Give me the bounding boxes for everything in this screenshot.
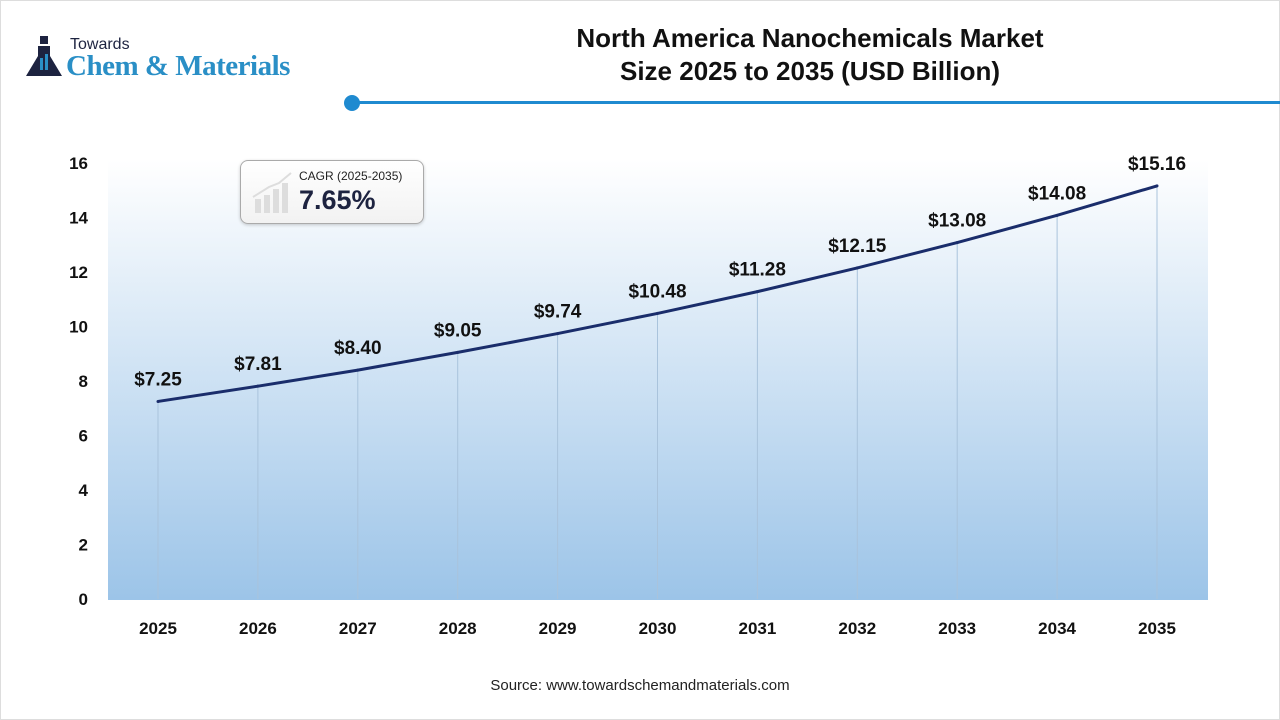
- source-note: Source: www.towardschemandmaterials.com: [490, 677, 790, 694]
- data-point: [755, 290, 759, 294]
- cagr-label: CAGR (2025-2035): [299, 169, 403, 183]
- x-tick-label: 2027: [339, 619, 377, 638]
- data-point: [456, 350, 460, 354]
- y-tick-label: 6: [79, 427, 88, 446]
- data-label: $14.08: [1028, 183, 1086, 204]
- data-label: $7.81: [234, 354, 282, 375]
- chart-title: North America Nanochemicals Market Size …: [480, 22, 1140, 88]
- data-point: [156, 399, 160, 403]
- y-tick-label: 8: [79, 372, 88, 391]
- x-tick-label: 2032: [838, 619, 876, 638]
- growth-chart-icon: [252, 172, 292, 213]
- logo-text-top: Towards: [70, 36, 130, 53]
- data-point: [556, 332, 560, 336]
- x-tick-label: 2025: [139, 619, 177, 638]
- flask-icon: [26, 36, 62, 76]
- x-tick-label: 2031: [738, 619, 776, 638]
- x-tick-label: 2034: [1038, 619, 1076, 638]
- x-tick-label: 2029: [539, 619, 577, 638]
- cagr-value: 7.65%: [299, 185, 376, 215]
- y-tick-label: 10: [69, 318, 88, 337]
- data-point: [656, 311, 659, 315]
- y-tick-label: 12: [69, 263, 88, 282]
- data-point: [1055, 213, 1059, 217]
- y-tick-label: 0: [79, 590, 88, 609]
- data-label: $9.05: [434, 320, 482, 341]
- data-label: $13.08: [928, 211, 986, 232]
- x-tick-label: 2028: [439, 619, 477, 638]
- y-tick-label: 14: [69, 209, 88, 228]
- data-label: $7.25: [134, 369, 182, 390]
- data-point: [955, 241, 959, 245]
- data-label: $11.28: [729, 260, 786, 281]
- x-tick-label: 2035: [1138, 619, 1176, 638]
- data-label: $9.74: [534, 302, 582, 323]
- y-tick-label: 2: [79, 536, 88, 555]
- x-tick-label: 2030: [639, 619, 677, 638]
- title-line-2: Size 2025 to 2035 (USD Billion): [619, 56, 1000, 86]
- data-label: $15.16: [1128, 154, 1186, 175]
- title-line-1: North America Nanochemicals Market: [576, 23, 1044, 53]
- data-point: [256, 384, 260, 388]
- data-label: $10.48: [628, 281, 686, 302]
- y-tick-label: 4: [79, 481, 89, 500]
- logo-text-main: Chem & Materials: [66, 50, 290, 82]
- data-label: $8.40: [334, 338, 382, 359]
- title-underline: [352, 101, 1280, 104]
- title-dot: [344, 95, 360, 111]
- data-label: $12.15: [828, 236, 887, 257]
- data-point: [855, 266, 859, 270]
- x-tick-label: 2033: [938, 619, 976, 638]
- x-tick-label: 2026: [239, 619, 277, 638]
- data-point: [356, 368, 360, 372]
- y-tick-label: 16: [69, 154, 88, 173]
- cagr-box: CAGR (2025-2035) 7.65%: [240, 160, 424, 224]
- data-point: [1155, 184, 1159, 188]
